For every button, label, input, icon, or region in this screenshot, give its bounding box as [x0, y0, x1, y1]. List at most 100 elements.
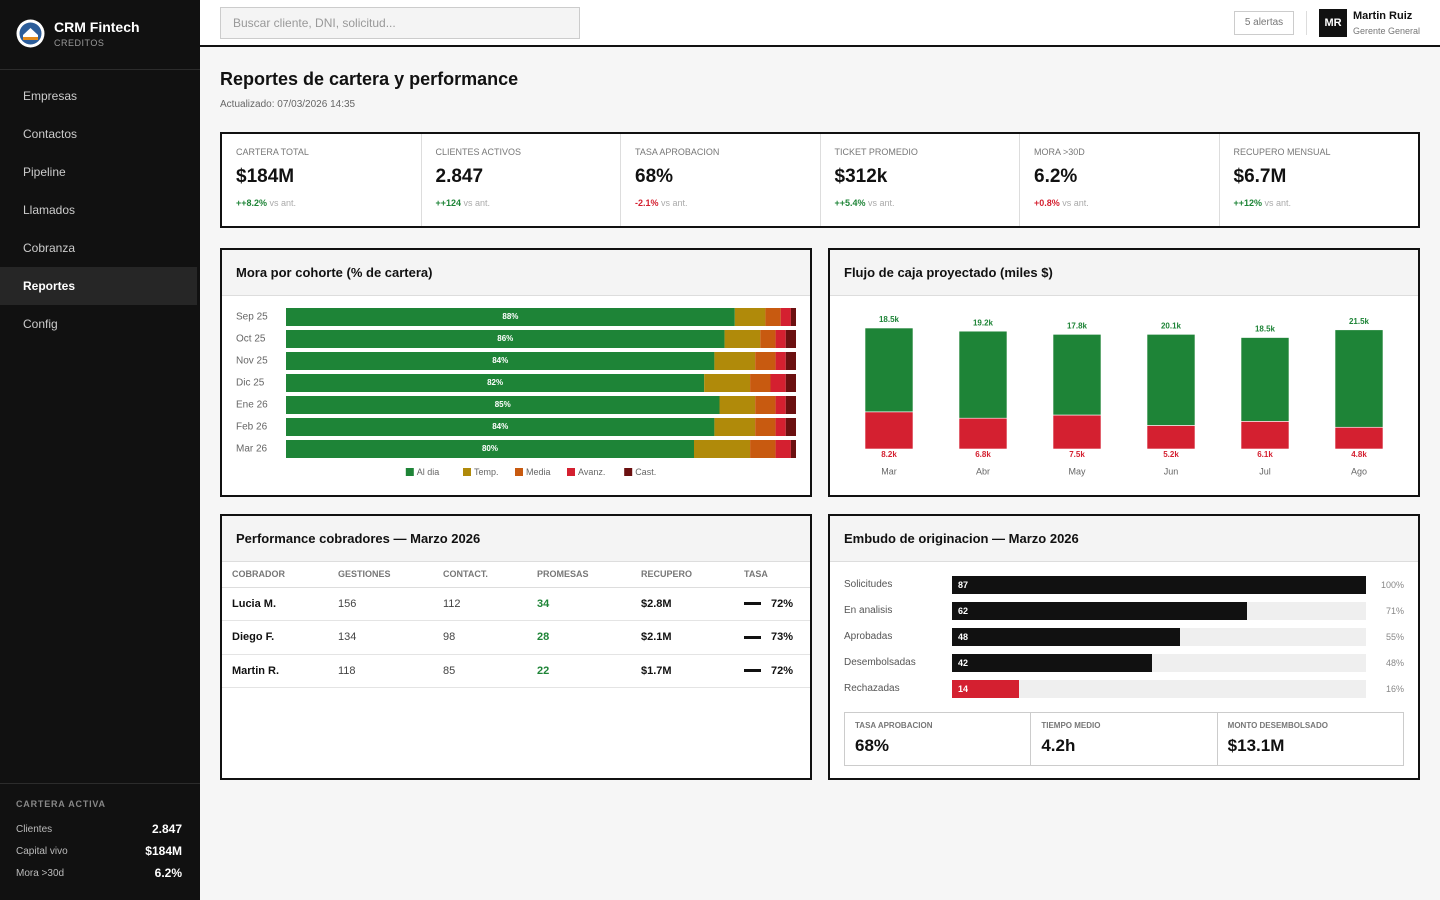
bar-segment [714, 352, 756, 370]
bar-segment [790, 440, 796, 458]
summary-value: $184M [145, 844, 182, 858]
bar-segment [760, 330, 776, 348]
panel: Performance cobradores — Marzo 2026 COBR… [220, 514, 812, 780]
rate-bar [744, 602, 761, 606]
header: Buscar cliente, DNI, solicitud... 5 aler… [200, 0, 1440, 47]
x-tick-label: May [1068, 466, 1086, 476]
stat-value: $13.1M [1227, 736, 1285, 755]
funnel-value: 42 [958, 658, 969, 668]
bar-segment [750, 440, 776, 458]
table-cell: Lucia M. [222, 587, 328, 621]
bar-segment [286, 418, 715, 436]
panel: Embudo de originacion — Marzo 2026 Solic… [828, 514, 1420, 780]
table-header: COBRADOR GESTIONES CONTACT. PROMESAS RECUPER… [222, 562, 810, 588]
x-tick-label: Jul [1259, 466, 1271, 476]
funnel-track: 42 [952, 654, 1366, 672]
search-input[interactable]: Buscar cliente, DNI, solicitud... [220, 7, 580, 39]
funnel-share: 100% [1380, 580, 1404, 590]
bar-segment [1240, 337, 1290, 422]
table-cell: 72% [734, 654, 810, 688]
kpi-label: CLIENTES ACTIVOS [435, 147, 522, 157]
kpi-strip: CARTERA TOTAL $184M ++8.2% vs ant. CLIENTES… [220, 132, 1420, 228]
page-title: Reportes de cartera y performance [220, 69, 519, 89]
funnel-label: Rechazadas [844, 683, 900, 694]
alerts-button[interactable]: 5 alertas [1234, 11, 1294, 35]
bar-segment [694, 440, 751, 458]
cell-text: 112 [443, 597, 461, 610]
summary-label: Mora >30d [16, 868, 65, 879]
table-row: Martin R. 118 85 22 $1.7M 72% [222, 654, 810, 688]
nav-item[interactable]: Cobranza [23, 241, 76, 255]
data-label: 85% [495, 400, 511, 409]
kpi-card: TASA APROBACION 68% -2.1% vs ant. [621, 134, 821, 226]
data-label: 20.1k [1161, 321, 1182, 330]
data-label: 8.2k [881, 450, 897, 459]
separator [0, 783, 200, 784]
legend-swatch [463, 468, 471, 476]
nav-item[interactable]: Empresas [23, 89, 78, 103]
nav-item[interactable]: Pipeline [23, 165, 66, 179]
funnel-track: 14 [952, 680, 1366, 698]
column-header: PROMESAS [527, 562, 631, 588]
bar-segment [765, 308, 781, 326]
rate-bar [744, 635, 761, 639]
panel-title: Mora por cohorte (% de cartera) [222, 250, 810, 296]
cell-text: 134 [338, 631, 357, 644]
data-label: 17.8k [1067, 321, 1088, 330]
kpi-change-row: ++124 vs ant. [436, 198, 607, 208]
legend-label: Temp. [474, 467, 499, 477]
nav-item[interactable]: Llamados [23, 203, 76, 217]
cell-text: 72% [771, 597, 794, 610]
kpi-label: CARTERA TOTAL [236, 147, 309, 157]
bar-segment [286, 440, 694, 458]
brand: CRM Fintech [54, 19, 140, 35]
bar-segment [286, 308, 735, 326]
kpi-label: TICKET PROMEDIO [834, 147, 918, 157]
funnel-label: Aprobadas [844, 631, 893, 642]
kpi-value: 6.2% [1034, 166, 1078, 187]
table-cell: 72% [734, 587, 810, 621]
kpi-change: -2.1% [635, 198, 659, 208]
logo [16, 19, 45, 48]
legend-swatch [624, 468, 633, 476]
table-cell: 134 [328, 620, 433, 655]
bar-segment [785, 352, 796, 370]
nav-item[interactable]: Contactos [23, 127, 78, 141]
avatar[interactable]: MR [1319, 9, 1347, 37]
nav-item[interactable]: Reportes [0, 267, 197, 305]
stat-label: MONTO DESEMBOLSADO [1227, 721, 1328, 730]
funnel-label: Solicitudes [844, 579, 893, 590]
funnel-bar: 62 [952, 602, 1248, 620]
kpi-change-row: +0.8% vs ant. [1034, 198, 1205, 208]
bar-segment [755, 418, 776, 436]
bar-segment [1334, 329, 1384, 428]
x-tick-label: Mar [881, 466, 897, 476]
y-tick-label: Mar 26 [236, 444, 268, 455]
column-header: COBRADOR [222, 562, 328, 588]
column-header: CONTACT. [433, 562, 527, 588]
bar-segment [755, 396, 776, 414]
cell-text: 72% [771, 664, 794, 677]
kpi-note: vs ant. [661, 198, 688, 208]
table-cell: 22 [527, 654, 631, 688]
data-label: 18.5k [1255, 325, 1276, 334]
table-row: Lucia M. 156 112 34 $2.8M 72% [222, 587, 810, 621]
nav-item[interactable]: Config [23, 317, 58, 331]
y-tick-label: Oct 25 [236, 334, 266, 345]
kpi-card: RECUPERO MENSUAL $6.7M ++12% vs ant. [1220, 134, 1419, 226]
cell-text: 34 [537, 597, 550, 610]
y-tick-label: Dic 25 [236, 378, 265, 389]
bar-segment [714, 418, 756, 436]
kpi-note: vs ant. [1062, 198, 1089, 208]
bar-segment [286, 352, 715, 370]
cell-text: Martin R. [232, 664, 280, 677]
funnel-stats: TASA APROBACION 68% TIEMPO MEDIO 4.2h MONTO … [844, 712, 1404, 766]
kpi-card: CARTERA TOTAL $184M ++8.2% vs ant. [222, 134, 422, 226]
panel-title: Performance cobradores — Marzo 2026 [222, 516, 810, 562]
data-label: 84% [492, 422, 508, 431]
data-label: 82% [487, 378, 503, 387]
data-label: 4.8k [1351, 450, 1367, 459]
bar-segment [785, 330, 796, 348]
kpi-card: TICKET PROMEDIO $312k ++5.4% vs ant. [821, 134, 1020, 226]
data-label: 18.5k [879, 315, 900, 324]
